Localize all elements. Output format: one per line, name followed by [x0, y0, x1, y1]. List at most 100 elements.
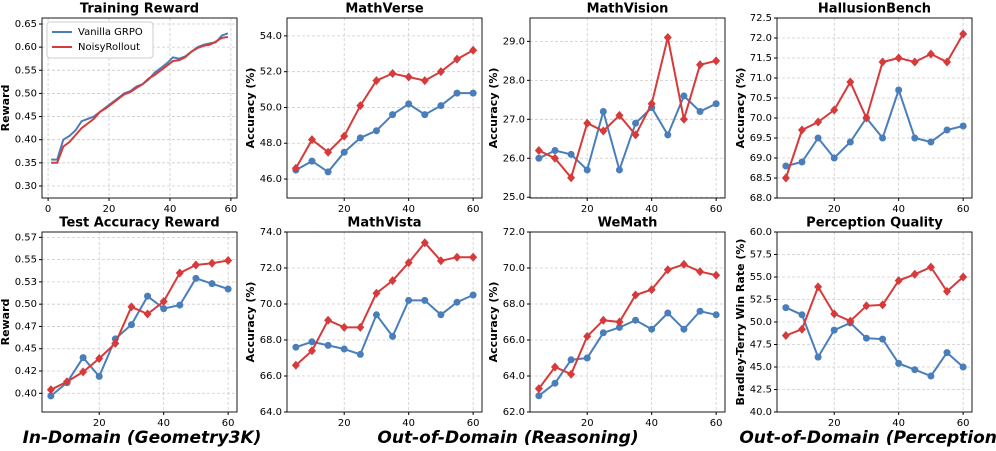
y-tick-label: 70.5 [750, 93, 772, 104]
point [927, 138, 935, 146]
y-tick-label: 47.5 [750, 340, 772, 351]
point [910, 57, 919, 67]
point [437, 102, 445, 110]
y-tick-label: 74.0 [260, 227, 282, 238]
point [583, 166, 591, 174]
point [144, 292, 152, 300]
point [631, 130, 640, 140]
point [615, 110, 624, 120]
point [469, 252, 478, 262]
point [95, 354, 104, 364]
point [372, 288, 381, 298]
point [798, 311, 806, 319]
y-tick-label: 28.0 [503, 75, 525, 86]
x-tick-label: 60 [957, 418, 970, 429]
x-tick-label: 60 [710, 418, 723, 429]
y-tick-label: 72.5 [750, 13, 772, 24]
point [712, 100, 720, 108]
point [615, 166, 623, 174]
point [663, 32, 672, 42]
point [663, 265, 672, 275]
series-line [50, 277, 229, 397]
y-axis-label: Accuracy (%) [244, 68, 257, 149]
plot-frame [776, 17, 973, 199]
point [307, 346, 316, 356]
point [421, 111, 429, 119]
y-tick-label: 68.0 [260, 335, 282, 346]
point [599, 126, 608, 136]
x-tick-label: 40 [892, 204, 905, 215]
point [632, 119, 640, 127]
y-tick-label: 0.42 [15, 366, 37, 377]
point [436, 67, 445, 77]
point [911, 366, 919, 374]
y-axis-label: Reward [0, 299, 12, 346]
point [599, 329, 607, 337]
point [830, 309, 839, 319]
y-tick-label: 46.0 [260, 174, 282, 185]
point [943, 57, 952, 67]
y-tick-label: 66.0 [260, 371, 282, 382]
point [680, 92, 688, 100]
point [567, 150, 575, 158]
x-tick-label: 40 [157, 418, 170, 429]
point [632, 316, 640, 324]
y-tick-label: 55.0 [750, 272, 772, 283]
x-tick-label: 60 [225, 204, 238, 215]
y-tick-label: 0.40 [15, 388, 37, 399]
point [79, 354, 87, 362]
point [927, 372, 935, 380]
point [356, 101, 365, 111]
point [356, 134, 364, 142]
plot-frame [286, 17, 483, 199]
y-tick-label: 0.40 [15, 135, 37, 146]
point [862, 334, 870, 342]
point [567, 369, 576, 379]
x-tick-label: 60 [957, 204, 970, 215]
point [405, 100, 413, 108]
y-tick-label: 69.0 [750, 153, 772, 164]
series-line [295, 49, 474, 169]
y-tick-label: 50.0 [260, 102, 282, 113]
point [647, 285, 656, 295]
point [62, 377, 71, 387]
point [895, 86, 903, 94]
group-label: Out-of-Domain (Reasoning) [377, 428, 638, 448]
point [846, 138, 854, 146]
y-tick-label: 70.0 [503, 263, 525, 274]
point [469, 89, 477, 97]
x-tick-label: 40 [402, 204, 415, 215]
point [894, 53, 903, 63]
point [878, 300, 887, 310]
series-line [785, 306, 964, 378]
point [798, 158, 806, 166]
point [814, 282, 823, 292]
y-tick-label: 0.45 [15, 112, 37, 123]
point [567, 356, 575, 364]
y-tick-label: 60.0 [750, 227, 772, 238]
plot-frame [41, 17, 238, 199]
point [814, 134, 822, 142]
point [894, 276, 903, 286]
point [388, 276, 397, 286]
series-line [538, 263, 717, 390]
point [127, 321, 135, 329]
point [340, 322, 349, 332]
y-tick-label: 72.0 [503, 227, 525, 238]
point [324, 147, 333, 157]
plot-frame [529, 17, 726, 199]
point [664, 309, 672, 317]
point [551, 146, 559, 154]
y-tick-label: 62.0 [503, 407, 525, 418]
y-tick-label: 25.0 [503, 192, 525, 203]
point [453, 89, 461, 97]
point [781, 331, 790, 340]
point [679, 259, 688, 269]
point [308, 338, 316, 346]
y-tick-label: 42.5 [750, 385, 772, 396]
y-axis-label: Reward [0, 85, 12, 132]
point [307, 135, 316, 145]
point [176, 301, 184, 309]
point [583, 118, 592, 128]
y-tick-label: 52.0 [260, 67, 282, 78]
